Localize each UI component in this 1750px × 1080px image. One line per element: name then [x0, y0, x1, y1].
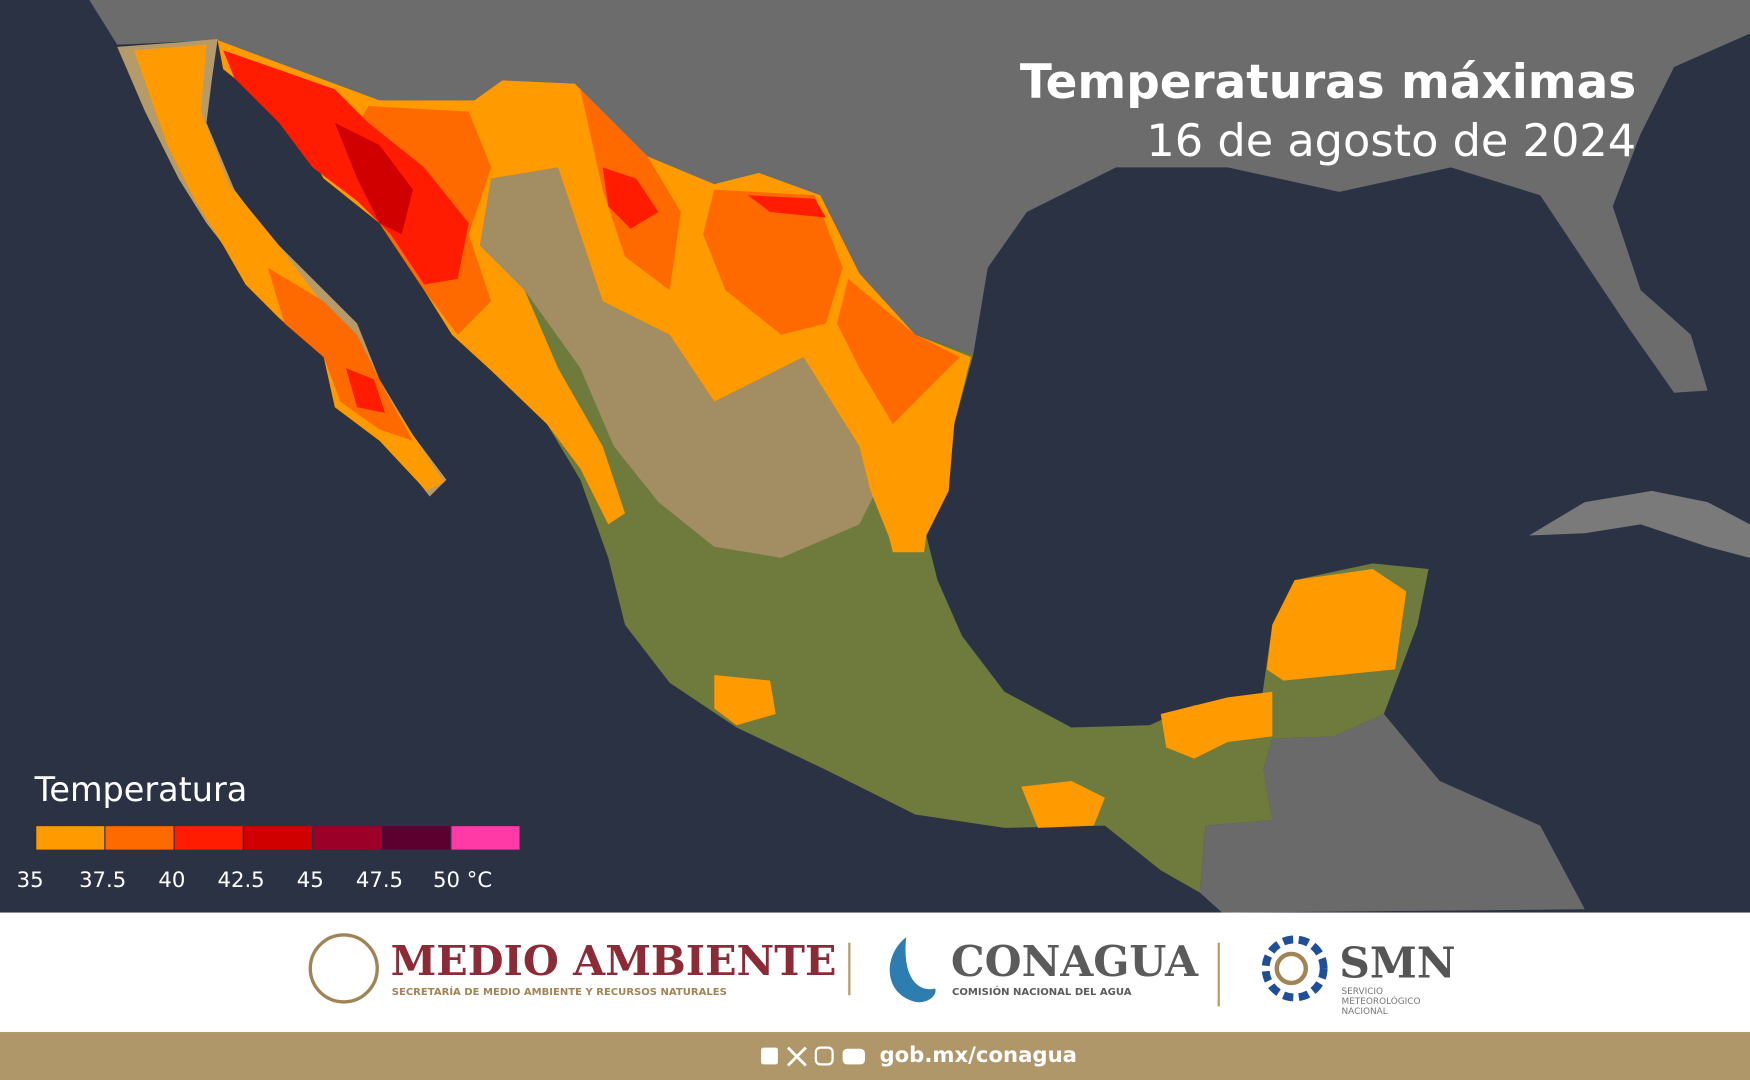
temp-area — [345, 368, 386, 413]
legend-swatch — [311, 825, 383, 851]
legend-tick-label: 42.5 — [217, 867, 264, 892]
land-plateau — [479, 167, 882, 558]
legend-swatch — [450, 825, 521, 851]
legend-swatch — [104, 825, 175, 851]
org-subtitle: COMISIÓN NACIONAL DEL AGUA — [952, 985, 1132, 998]
legend-swatch — [35, 825, 106, 851]
map-title: Temperaturas máximas — [1020, 56, 1636, 110]
land-usa — [89, 0, 1750, 393]
legend-swatch — [173, 825, 244, 851]
legend-swatch — [242, 825, 314, 851]
temp-area — [223, 50, 469, 285]
legend-tick-label: 45 — [297, 867, 324, 892]
legend-tick-label: 47.5 — [356, 867, 403, 892]
footer-band — [0, 912, 1750, 1033]
social-icons — [761, 1046, 865, 1067]
org-name: CONAGUA — [951, 936, 1199, 986]
land-cuba — [1529, 490, 1750, 558]
map-date: 16 de agosto de 2024 — [1146, 115, 1636, 167]
temp-area — [703, 189, 843, 335]
temp-area — [1160, 691, 1273, 759]
org-subtitle: NACIONAL — [1342, 1007, 1388, 1017]
org-name: MEDIO AMBIENTE — [391, 936, 837, 985]
legend-tick-label: 50 °C — [433, 867, 492, 892]
legend-tick-label: 37.5 — [79, 867, 126, 892]
org-name: SMN — [1339, 937, 1455, 987]
icon-facebook — [761, 1047, 778, 1065]
temp-area — [602, 167, 659, 229]
temp-area — [714, 675, 776, 726]
legend-tick-label: 40 — [158, 867, 185, 892]
temp-area — [334, 122, 413, 235]
temp-area — [1266, 569, 1407, 681]
logo-seal — [308, 933, 379, 1004]
legend-swatch — [381, 825, 452, 851]
temp-area — [747, 195, 826, 218]
org-subtitle: SERVICIO — [1342, 987, 1384, 997]
org-subtitle: SECRETARÍA DE MEDIO AMBIENTE Y RECURSOS … — [392, 985, 727, 998]
logo-conagua — [889, 937, 936, 1003]
legend: Temperatura 35 37.5 40 42.5 45 47.5 50 °C — [17, 770, 521, 892]
temperature-areas — [133, 40, 1407, 828]
org-subtitle: METEOROLÓGICO — [1342, 995, 1421, 1007]
footer-url: gob.mx/conagua — [879, 1042, 1077, 1067]
legend-title: Temperatura — [34, 770, 248, 809]
logo-smn-inner — [1274, 951, 1309, 986]
land-central-america — [1199, 714, 1585, 913]
logo-smn — [1261, 935, 1328, 1002]
temp-area — [887, 529, 927, 553]
legend-tick-label: 35 — [17, 867, 44, 892]
temp-area — [837, 278, 960, 424]
temp-area — [1021, 780, 1105, 828]
bottom-bar — [0, 1032, 1750, 1080]
icon-instagram — [814, 1046, 834, 1066]
icon-x — [786, 1046, 807, 1067]
icon-youtube — [842, 1048, 865, 1065]
